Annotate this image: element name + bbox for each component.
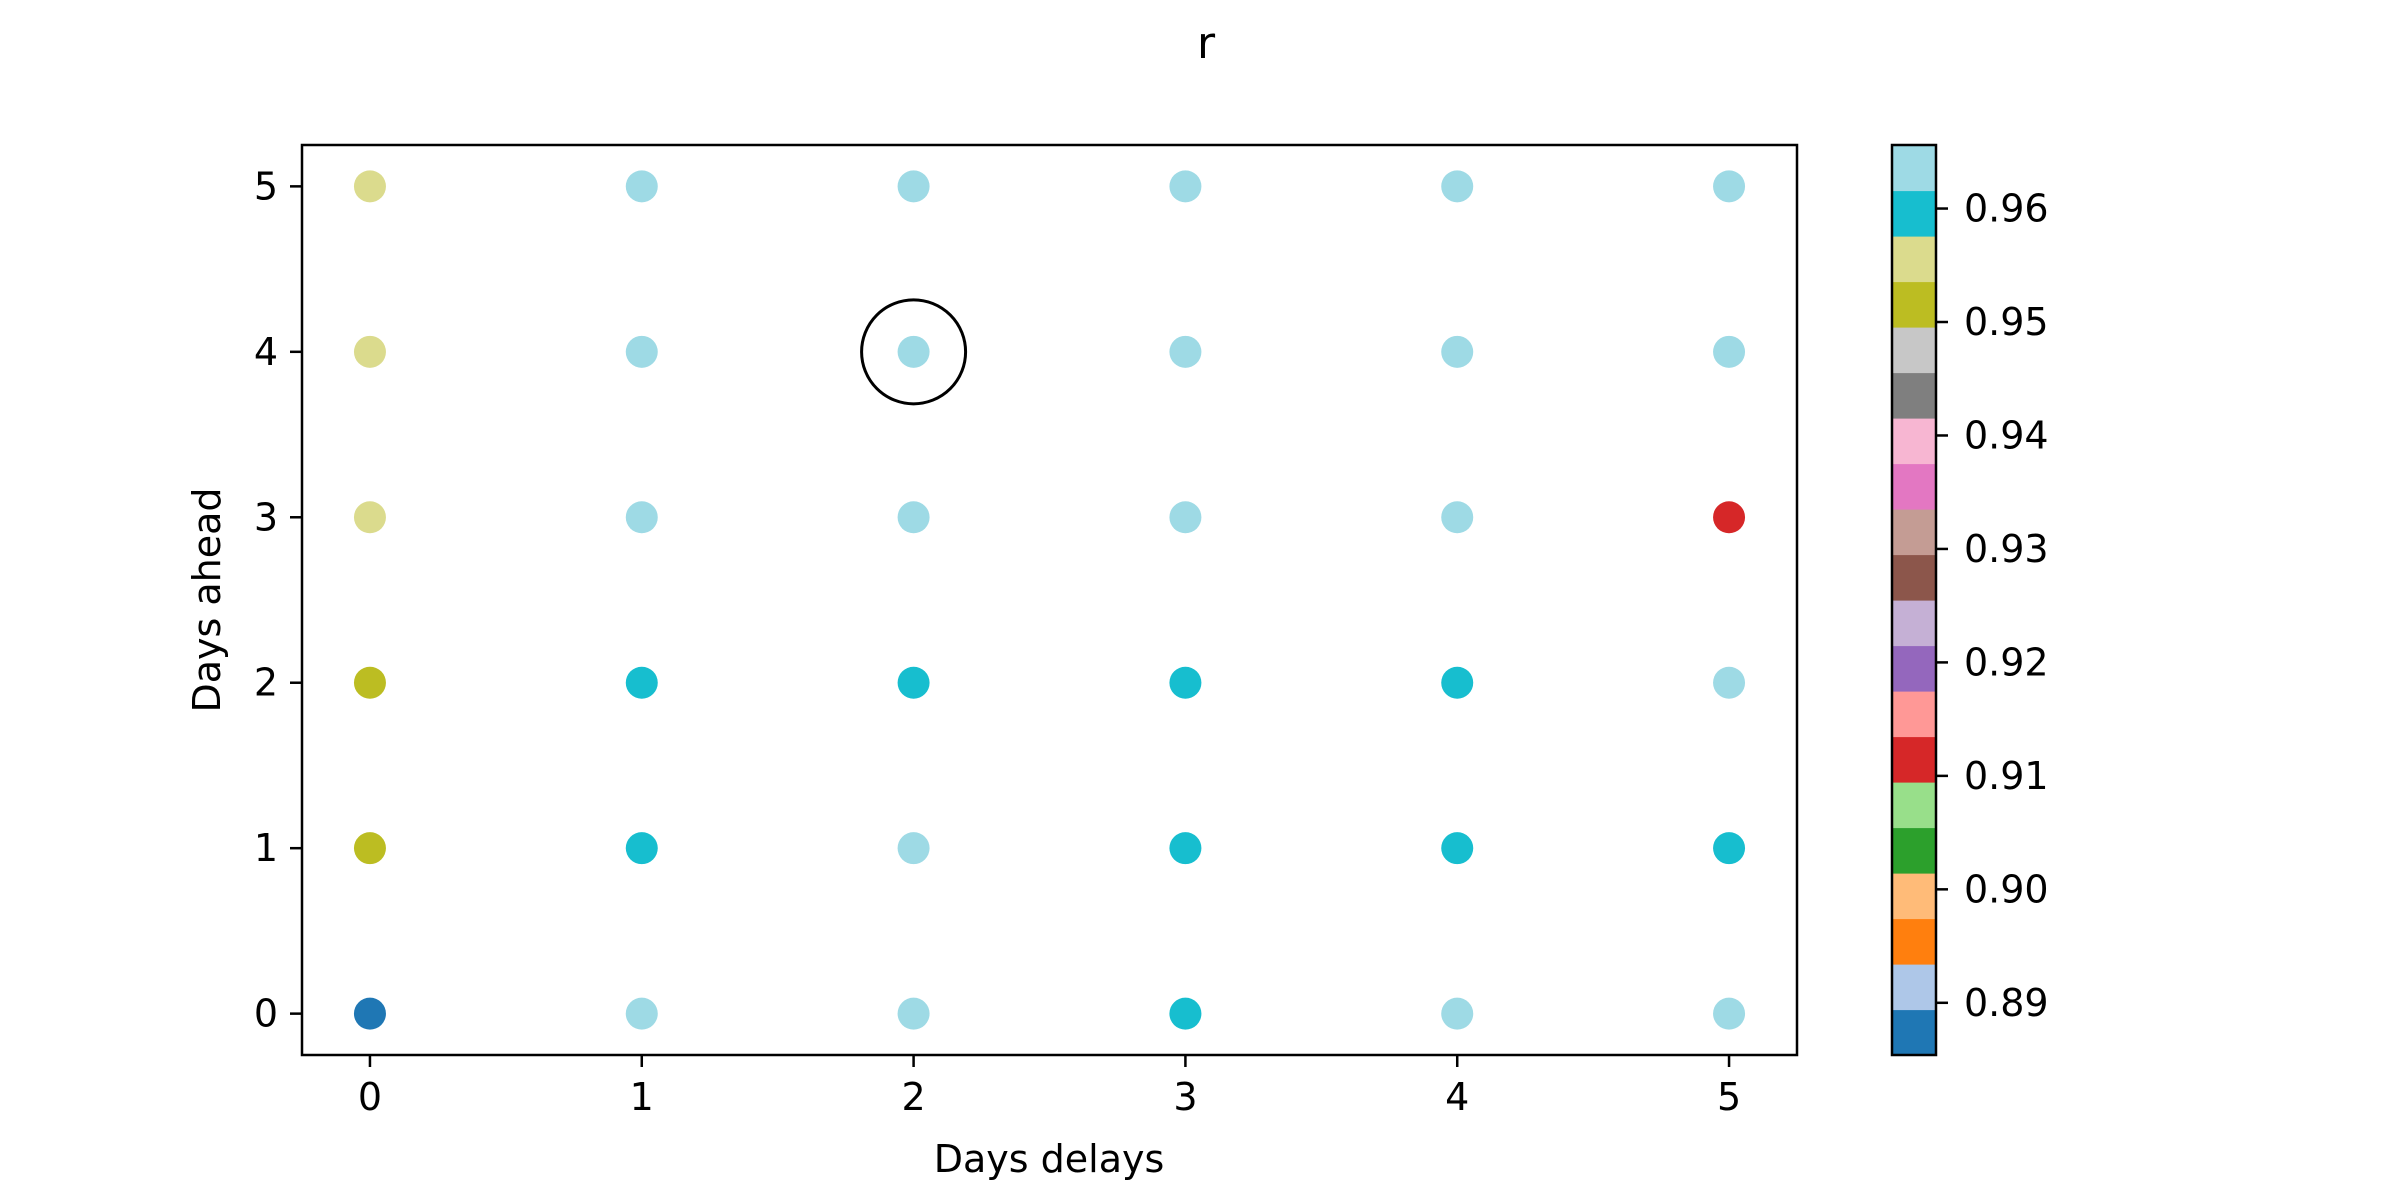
- colorbar-segment: [1892, 463, 1936, 510]
- y-tick-label: 2: [254, 661, 278, 705]
- x-tick-label: 3: [1173, 1075, 1197, 1119]
- plot-area: 0 1 2 3 4 5 0 1 2 3 4 5: [254, 143, 1799, 1119]
- colorbar-frame: [1890, 143, 1938, 1057]
- x-tick-label: 0: [358, 1075, 382, 1119]
- colorbar-tick-label: 0.91: [1964, 754, 2049, 798]
- plot-frame: [300, 143, 1799, 1057]
- colorbar-tick-label: 0.96: [1964, 187, 2049, 231]
- colorbar-segments: [1892, 145, 1936, 1056]
- y-tick-label: 0: [254, 992, 278, 1036]
- data-point: [1169, 832, 1202, 865]
- data-point: [897, 170, 930, 203]
- data-point: [625, 170, 658, 203]
- data-point: [1441, 335, 1474, 368]
- data-point: [1713, 501, 1746, 534]
- data-point: [353, 335, 386, 368]
- data-point: [625, 335, 658, 368]
- data-point: [1169, 997, 1202, 1030]
- colorbar-segment: [1892, 145, 1936, 192]
- data-point: [1713, 666, 1746, 699]
- y-axis-label: Days ahead: [185, 487, 229, 712]
- data-point: [353, 666, 386, 699]
- data-point: [353, 501, 386, 534]
- data-point: [1169, 666, 1202, 699]
- colorbar-segment: [1892, 873, 1936, 920]
- data-point: [1713, 335, 1746, 368]
- data-point: [897, 666, 930, 699]
- highlight-ring: [860, 298, 968, 406]
- colorbar-segment: [1892, 782, 1936, 829]
- colorbar-segment: [1892, 645, 1936, 692]
- data-point: [353, 997, 386, 1030]
- colorbar-tick-label: 0.93: [1964, 527, 2049, 571]
- colorbar-tick-label: 0.94: [1964, 413, 2049, 457]
- colorbar-segment: [1892, 372, 1936, 419]
- data-point: [1169, 335, 1202, 368]
- data-point: [1713, 832, 1746, 865]
- y-axis-ticks: 0 1 2 3 4 5: [254, 164, 302, 1036]
- data-point: [1169, 501, 1202, 534]
- data-point: [625, 832, 658, 865]
- data-point: [1169, 170, 1202, 203]
- x-tick-label: 1: [630, 1075, 654, 1119]
- colorbar-tick-label: 0.95: [1964, 300, 2049, 344]
- data-point: [353, 170, 386, 203]
- data-point: [353, 832, 386, 865]
- colorbar-segment: [1892, 1009, 1936, 1056]
- colorbar-ticks: 0.89 0.90 0.91 0.92 0.93 0.94 0.95 0.96: [1936, 187, 2049, 1025]
- colorbar: 0.89 0.90 0.91 0.92 0.93 0.94 0.95 0.96: [1890, 143, 2049, 1057]
- colorbar-segment: [1892, 327, 1936, 374]
- data-point: [625, 666, 658, 699]
- colorbar-tick-label: 0.89: [1964, 981, 2049, 1025]
- x-axis-label: Days delays: [934, 1137, 1165, 1181]
- data-point: [1441, 170, 1474, 203]
- data-point: [1713, 170, 1746, 203]
- colorbar-segment: [1892, 236, 1936, 283]
- colorbar-segment: [1892, 190, 1936, 237]
- data-point: [897, 335, 930, 368]
- data-point: [897, 832, 930, 865]
- chart-title: r: [1197, 18, 1216, 69]
- data-point: [1441, 997, 1474, 1030]
- data-point: [1441, 666, 1474, 699]
- x-tick-label: 5: [1717, 1075, 1741, 1119]
- data-point: [1441, 501, 1474, 534]
- colorbar-segment: [1892, 281, 1936, 328]
- colorbar-segment: [1892, 691, 1936, 738]
- colorbar-segment: [1892, 918, 1936, 965]
- data-point: [625, 997, 658, 1030]
- colorbar-segment: [1892, 736, 1936, 783]
- data-point: [625, 501, 658, 534]
- data-point: [1441, 832, 1474, 865]
- data-point: [897, 997, 930, 1030]
- y-tick-label: 5: [254, 164, 278, 208]
- data-point: [1713, 997, 1746, 1030]
- y-tick-label: 1: [254, 826, 278, 870]
- colorbar-segment: [1892, 600, 1936, 647]
- x-axis-ticks: 0 1 2 3 4 5: [358, 1055, 1741, 1119]
- colorbar-segment: [1892, 509, 1936, 556]
- points-layer: [353, 170, 1746, 1030]
- colorbar-segment: [1892, 418, 1936, 465]
- colorbar-segment: [1892, 554, 1936, 601]
- y-tick-label: 4: [254, 330, 278, 374]
- colorbar-segment: [1892, 827, 1936, 874]
- colorbar-segment: [1892, 964, 1936, 1011]
- y-tick-label: 3: [254, 495, 278, 539]
- data-point: [897, 501, 930, 534]
- colorbar-tick-label: 0.90: [1964, 867, 2049, 911]
- x-tick-label: 4: [1445, 1075, 1469, 1119]
- colorbar-tick-label: 0.92: [1964, 640, 2049, 684]
- x-tick-label: 2: [901, 1075, 925, 1119]
